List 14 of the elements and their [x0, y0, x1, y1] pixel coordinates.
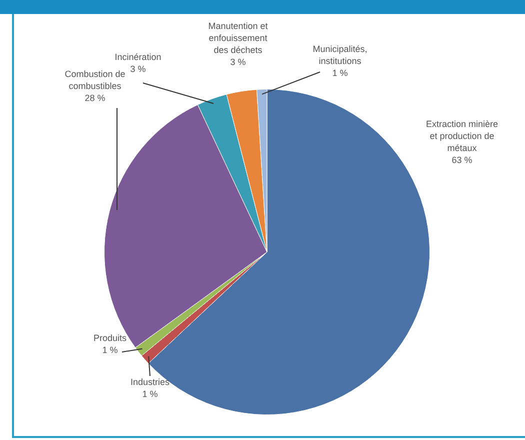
data-label: 3 % — [230, 56, 246, 67]
data-label: 3 % — [130, 64, 146, 74]
data-label: 1 % — [102, 344, 118, 355]
slice-label: Produits — [93, 332, 127, 343]
slice-label: Combustion de combustibles — [64, 68, 126, 91]
slice-label: Incinération — [114, 52, 162, 62]
data-label: 63 % — [452, 154, 472, 165]
slice-label: Extraction minière et production de métaux — [426, 118, 498, 153]
data-label: 28 % — [84, 92, 106, 103]
slice-label: Manutention et enfouissement des déchets — [208, 20, 268, 55]
slice-label: Municipalités, institutions — [312, 44, 368, 66]
data-label: 1 % — [142, 388, 158, 399]
data-label: 1 % — [332, 68, 348, 78]
slice-label: Industries — [130, 376, 170, 387]
